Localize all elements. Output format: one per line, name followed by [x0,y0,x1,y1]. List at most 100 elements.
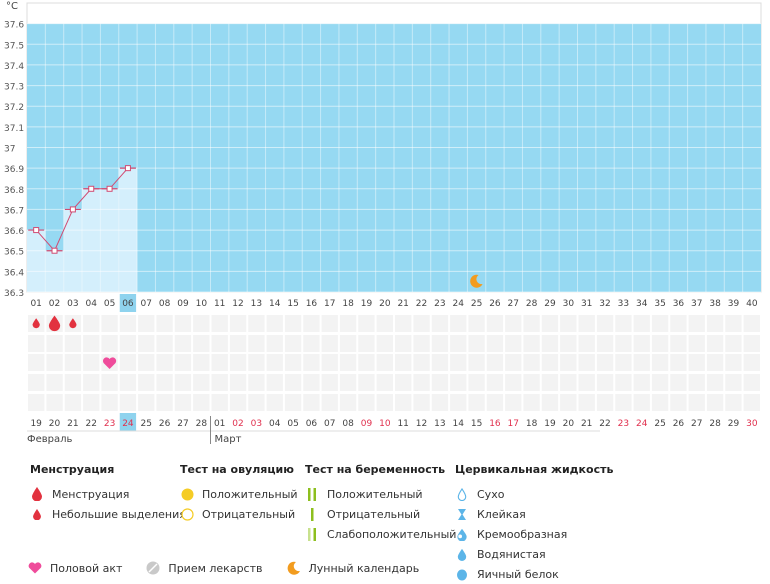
symbol-cell [101,394,118,411]
calendar-date-label: 26 [673,419,685,429]
legend-ovulation-test: Тест на овуляцию Положительный Отрицател… [180,463,298,524]
calendar-date-label: 29 [728,419,740,429]
symbol-cell [725,394,742,411]
calendar-date-label: 09 [361,419,373,429]
cycle-day-label: 07 [141,299,152,309]
temperature-point [106,185,113,192]
symbol-cell [395,315,412,332]
symbol-cell [83,354,100,371]
symbol-cell [468,335,485,352]
calendar-date-label: 06 [306,419,318,429]
legend-label: Водянистая [477,547,546,561]
symbol-cell [431,315,449,332]
legend-item: Небольшие выделения [30,504,186,524]
symbol-cell [743,335,760,352]
symbol-cell [248,335,265,352]
legend-label: Сухо [477,487,505,501]
symbol-cell [615,335,632,352]
symbol-cell [596,394,614,411]
y-tick-label: 37 [4,145,15,155]
symbol-cell [395,335,412,352]
legend-pregnancy-test: Тест на беременность Положительный Отриц… [305,463,456,544]
cycle-day-label: 05 [104,299,115,309]
symbol-cell [101,315,118,332]
symbol-cell [486,335,504,352]
symbol-cell [119,335,137,352]
symbol-cell [229,335,247,352]
symbol-cell [633,394,650,411]
symbol-cell [266,374,283,391]
temperature-point [33,227,40,234]
pill-icon [146,561,160,575]
cycle-day-label: 32 [599,299,610,309]
symbol-cell [284,315,302,332]
temperature-point [51,247,58,254]
symbol-cell [303,374,320,391]
symbol-cell [229,315,247,332]
calendar-date-label: 20 [49,419,61,429]
cycle-day-label: 29 [544,299,556,309]
symbol-cell [321,394,338,411]
symbol-cell [284,335,302,352]
temperature-zone [27,23,761,293]
symbol-cell [119,354,137,371]
calendar-date-label: 22 [85,419,96,429]
legend-item: Прием лекарств [146,561,263,575]
symbol-cell [725,354,742,371]
calendar-date-label: 01 [214,419,225,429]
symbol-cell [541,315,559,332]
y-tick-label: 37.4 [4,62,24,72]
calendar-date-label: 28 [709,419,721,429]
cycle-day-label: 35 [654,299,665,309]
positive-circle-icon [180,487,194,501]
cycle-day-label: 02 [49,299,60,309]
faint-bar-icon [305,527,319,541]
legend-label: Положительный [327,487,423,501]
symbol-cell [321,354,338,371]
calendar-date-label: 02 [232,419,243,429]
symbol-cell [376,394,393,411]
symbol-cell [339,354,357,371]
symbol-cell [578,335,595,352]
calendar-date-label: 24 [122,419,134,429]
calendar-date-label: 19 [544,419,556,429]
cycle-day-label: 01 [30,299,41,309]
legend-item: Половой акт [28,561,122,575]
symbol-cell [138,394,155,411]
legend-label: Кремообразная [477,527,568,541]
legend-label: Менструация [52,487,130,501]
symbol-cell [505,335,522,352]
legend-label: Отрицательный [202,507,296,521]
symbol-cell [486,354,504,371]
calendar-date-label: 22 [599,419,610,429]
y-tick-label: 36.7 [4,206,24,216]
legend-label: Лунный календарь [308,561,420,575]
cycle-day-label: 36 [673,299,685,309]
symbol-cell [339,335,357,352]
symbol-cell [413,354,430,371]
symbol-cell [193,374,210,391]
symbol-cell [174,354,192,371]
symbol-cell [615,315,632,332]
symbol-cell [431,374,449,391]
symbol-cell [229,354,247,371]
symbol-cell [670,315,687,332]
symbol-cell [651,394,669,411]
symbol-cell [46,354,63,371]
symbol-cell [101,374,118,391]
cycle-day-label: 34 [636,299,648,309]
calendar-date-label: 03 [251,419,262,429]
symbol-cell [413,315,430,332]
symbol-cell [541,354,559,371]
cycle-day-label: 31 [581,299,592,309]
cycle-day-label: 09 [177,299,189,309]
cycle-day-label: 38 [709,299,721,309]
symbol-cell [560,315,577,332]
legend-label: Прием лекарств [168,561,263,575]
calendar-date-label: 07 [324,419,335,429]
symbol-cell [633,315,650,332]
legend-cervical-fluid: Цервикальная жидкость Сухо Клейкая Кремо… [455,463,613,584]
symbol-cell [578,394,595,411]
creamy-drop-icon [455,527,469,541]
symbol-cell [321,335,338,352]
